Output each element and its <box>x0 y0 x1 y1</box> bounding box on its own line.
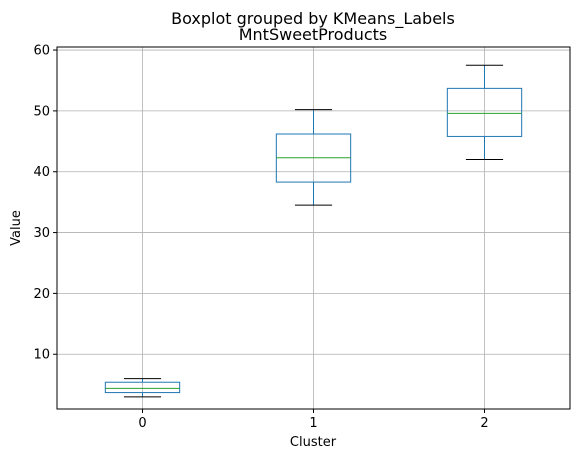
x-tick-label: 1 <box>309 416 317 431</box>
iqr-box <box>104 381 181 394</box>
y-tick-label: 10 <box>33 348 50 363</box>
iqr-box <box>446 87 523 137</box>
x-tick-label: 0 <box>138 416 146 431</box>
x-tick-label: 2 <box>480 416 488 431</box>
y-tick-label: 50 <box>33 104 50 119</box>
axis-ticks: 10 20 30 40 50 60 0 1 2 <box>33 44 488 431</box>
y-tick-label: 20 <box>33 287 50 302</box>
grid-lines <box>57 47 570 409</box>
y-tick-label: 40 <box>33 165 50 180</box>
x-axis-label: Cluster <box>290 435 337 450</box>
y-tick-label: 60 <box>33 44 50 59</box>
chart-title: MntSweetProducts <box>239 25 388 44</box>
box-group <box>104 64 523 398</box>
y-tick-label: 30 <box>33 226 50 241</box>
chart-suptitle: Boxplot grouped by KMeans_Labels <box>171 9 455 29</box>
y-axis-label: Value <box>9 210 24 246</box>
